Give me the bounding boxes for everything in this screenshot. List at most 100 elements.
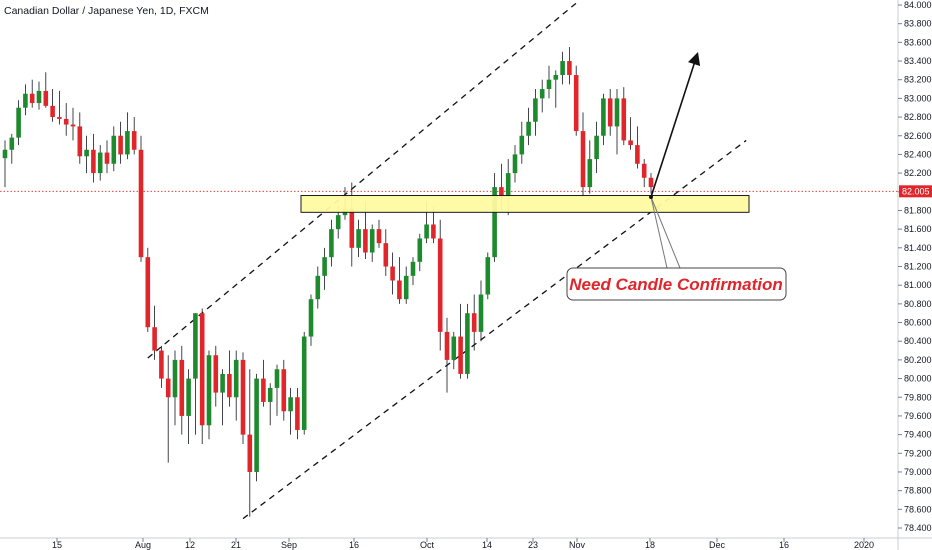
candle-body xyxy=(111,135,117,164)
candle-body xyxy=(254,378,259,472)
candle-body xyxy=(519,135,525,155)
candle-body xyxy=(138,149,144,258)
candle-body xyxy=(376,229,382,244)
channel-upper-line xyxy=(147,2,577,359)
support-zone-rect xyxy=(300,195,750,213)
candle-body xyxy=(165,378,171,398)
candle-body xyxy=(465,313,470,374)
candle-body xyxy=(458,336,463,374)
candle-body xyxy=(77,126,83,157)
y-tick-label: 78.600 xyxy=(904,504,932,514)
candle-body xyxy=(499,187,504,197)
candle-body xyxy=(267,387,273,402)
current-price-badge xyxy=(899,185,932,198)
candle-body xyxy=(247,434,253,472)
candle-body xyxy=(308,299,314,337)
y-tick-label: 81.800 xyxy=(904,205,932,215)
candle-body xyxy=(553,75,559,80)
y-tick-label: 78.400 xyxy=(904,523,932,533)
y-tick-label: 81.400 xyxy=(904,243,932,253)
candle-body xyxy=(573,75,579,132)
candle-body xyxy=(220,373,225,393)
y-tick-label: 80.200 xyxy=(904,355,932,365)
candle-body xyxy=(91,149,96,174)
candle-body xyxy=(118,135,123,155)
candle-body xyxy=(131,131,137,150)
y-tick-label: 83.200 xyxy=(904,75,932,85)
target-arrow xyxy=(650,51,701,198)
candle-body xyxy=(431,224,436,239)
candle-body xyxy=(560,61,565,76)
candle-body xyxy=(635,145,640,164)
y-tick-label: 83.600 xyxy=(904,37,932,47)
candle-body xyxy=(397,280,402,300)
pivot-dot xyxy=(649,195,653,199)
support-zone xyxy=(300,195,750,213)
x-tick-label: 12 xyxy=(185,540,195,550)
candle-body xyxy=(614,98,620,127)
x-tick-label: 16 xyxy=(349,540,359,550)
candle-body xyxy=(580,131,586,188)
x-tick-label: Oct xyxy=(420,540,435,550)
candle-body xyxy=(57,117,62,119)
label-pointer xyxy=(650,196,668,269)
y-tick-label: 81.600 xyxy=(904,224,932,234)
current-price-label: 82.005 xyxy=(902,186,930,196)
x-tick-label: 16 xyxy=(779,540,789,550)
candle-body xyxy=(63,118,69,125)
candle-body xyxy=(329,229,334,258)
candle-body xyxy=(363,229,368,253)
label-pointer xyxy=(650,196,681,269)
candle-body xyxy=(390,266,395,281)
candle-body xyxy=(43,90,49,106)
candle-body xyxy=(213,355,219,393)
y-tick-label: 79.600 xyxy=(904,411,932,421)
candle-body xyxy=(567,61,572,76)
candle-body xyxy=(526,121,531,136)
y-tick-label: 82.600 xyxy=(904,131,932,141)
x-tick-label: Sep xyxy=(281,540,297,550)
candle-body xyxy=(97,152,103,174)
x-tick-label: 23 xyxy=(528,540,538,550)
candle-body xyxy=(29,93,35,104)
x-axis[interactable]: 15 Aug 12 21 Sep 16 Oct 14 23 Nov 18 Dec 16 2020 xyxy=(0,537,932,550)
candle-body xyxy=(70,124,76,127)
y-tick-label: 80.600 xyxy=(904,318,932,328)
y-tick-label: 84.000 xyxy=(904,0,932,10)
candle-body xyxy=(2,149,8,159)
candle-body xyxy=(383,243,389,267)
candle-body xyxy=(172,359,178,398)
candle-body xyxy=(152,327,157,351)
candle-body xyxy=(193,313,198,379)
annotation-box xyxy=(566,267,787,301)
y-tick-label: 83.400 xyxy=(904,56,932,66)
candle-body xyxy=(50,105,55,118)
candle-body xyxy=(587,159,593,188)
candle-body xyxy=(594,135,599,160)
candle-body xyxy=(471,313,477,332)
y-tick-label: 79.800 xyxy=(904,392,932,402)
y-tick-label: 79.200 xyxy=(904,448,932,458)
candle-body xyxy=(206,355,212,426)
candle-body xyxy=(335,215,341,230)
candle-body xyxy=(199,313,205,426)
candle-body xyxy=(437,238,443,332)
candle-body xyxy=(424,224,429,239)
candle-body xyxy=(16,107,21,138)
candle-body xyxy=(492,187,497,258)
candle-body xyxy=(648,177,654,188)
y-tick-label: 83.800 xyxy=(904,19,932,29)
candle-body xyxy=(227,373,232,398)
y-tick-label: 79.000 xyxy=(904,467,932,477)
y-tick-label: 82.400 xyxy=(904,149,932,159)
candle-body xyxy=(301,336,307,430)
y-axis[interactable]: 84.000 83.800 83.600 83.400 83.200 83.000 82.8… xyxy=(897,0,932,550)
candle-body xyxy=(186,378,191,416)
candle-body xyxy=(261,378,266,402)
candle-body xyxy=(533,98,538,122)
candle-body xyxy=(356,229,361,248)
candle-body xyxy=(349,208,355,248)
candle-body xyxy=(23,93,28,108)
candle-body xyxy=(179,359,185,416)
